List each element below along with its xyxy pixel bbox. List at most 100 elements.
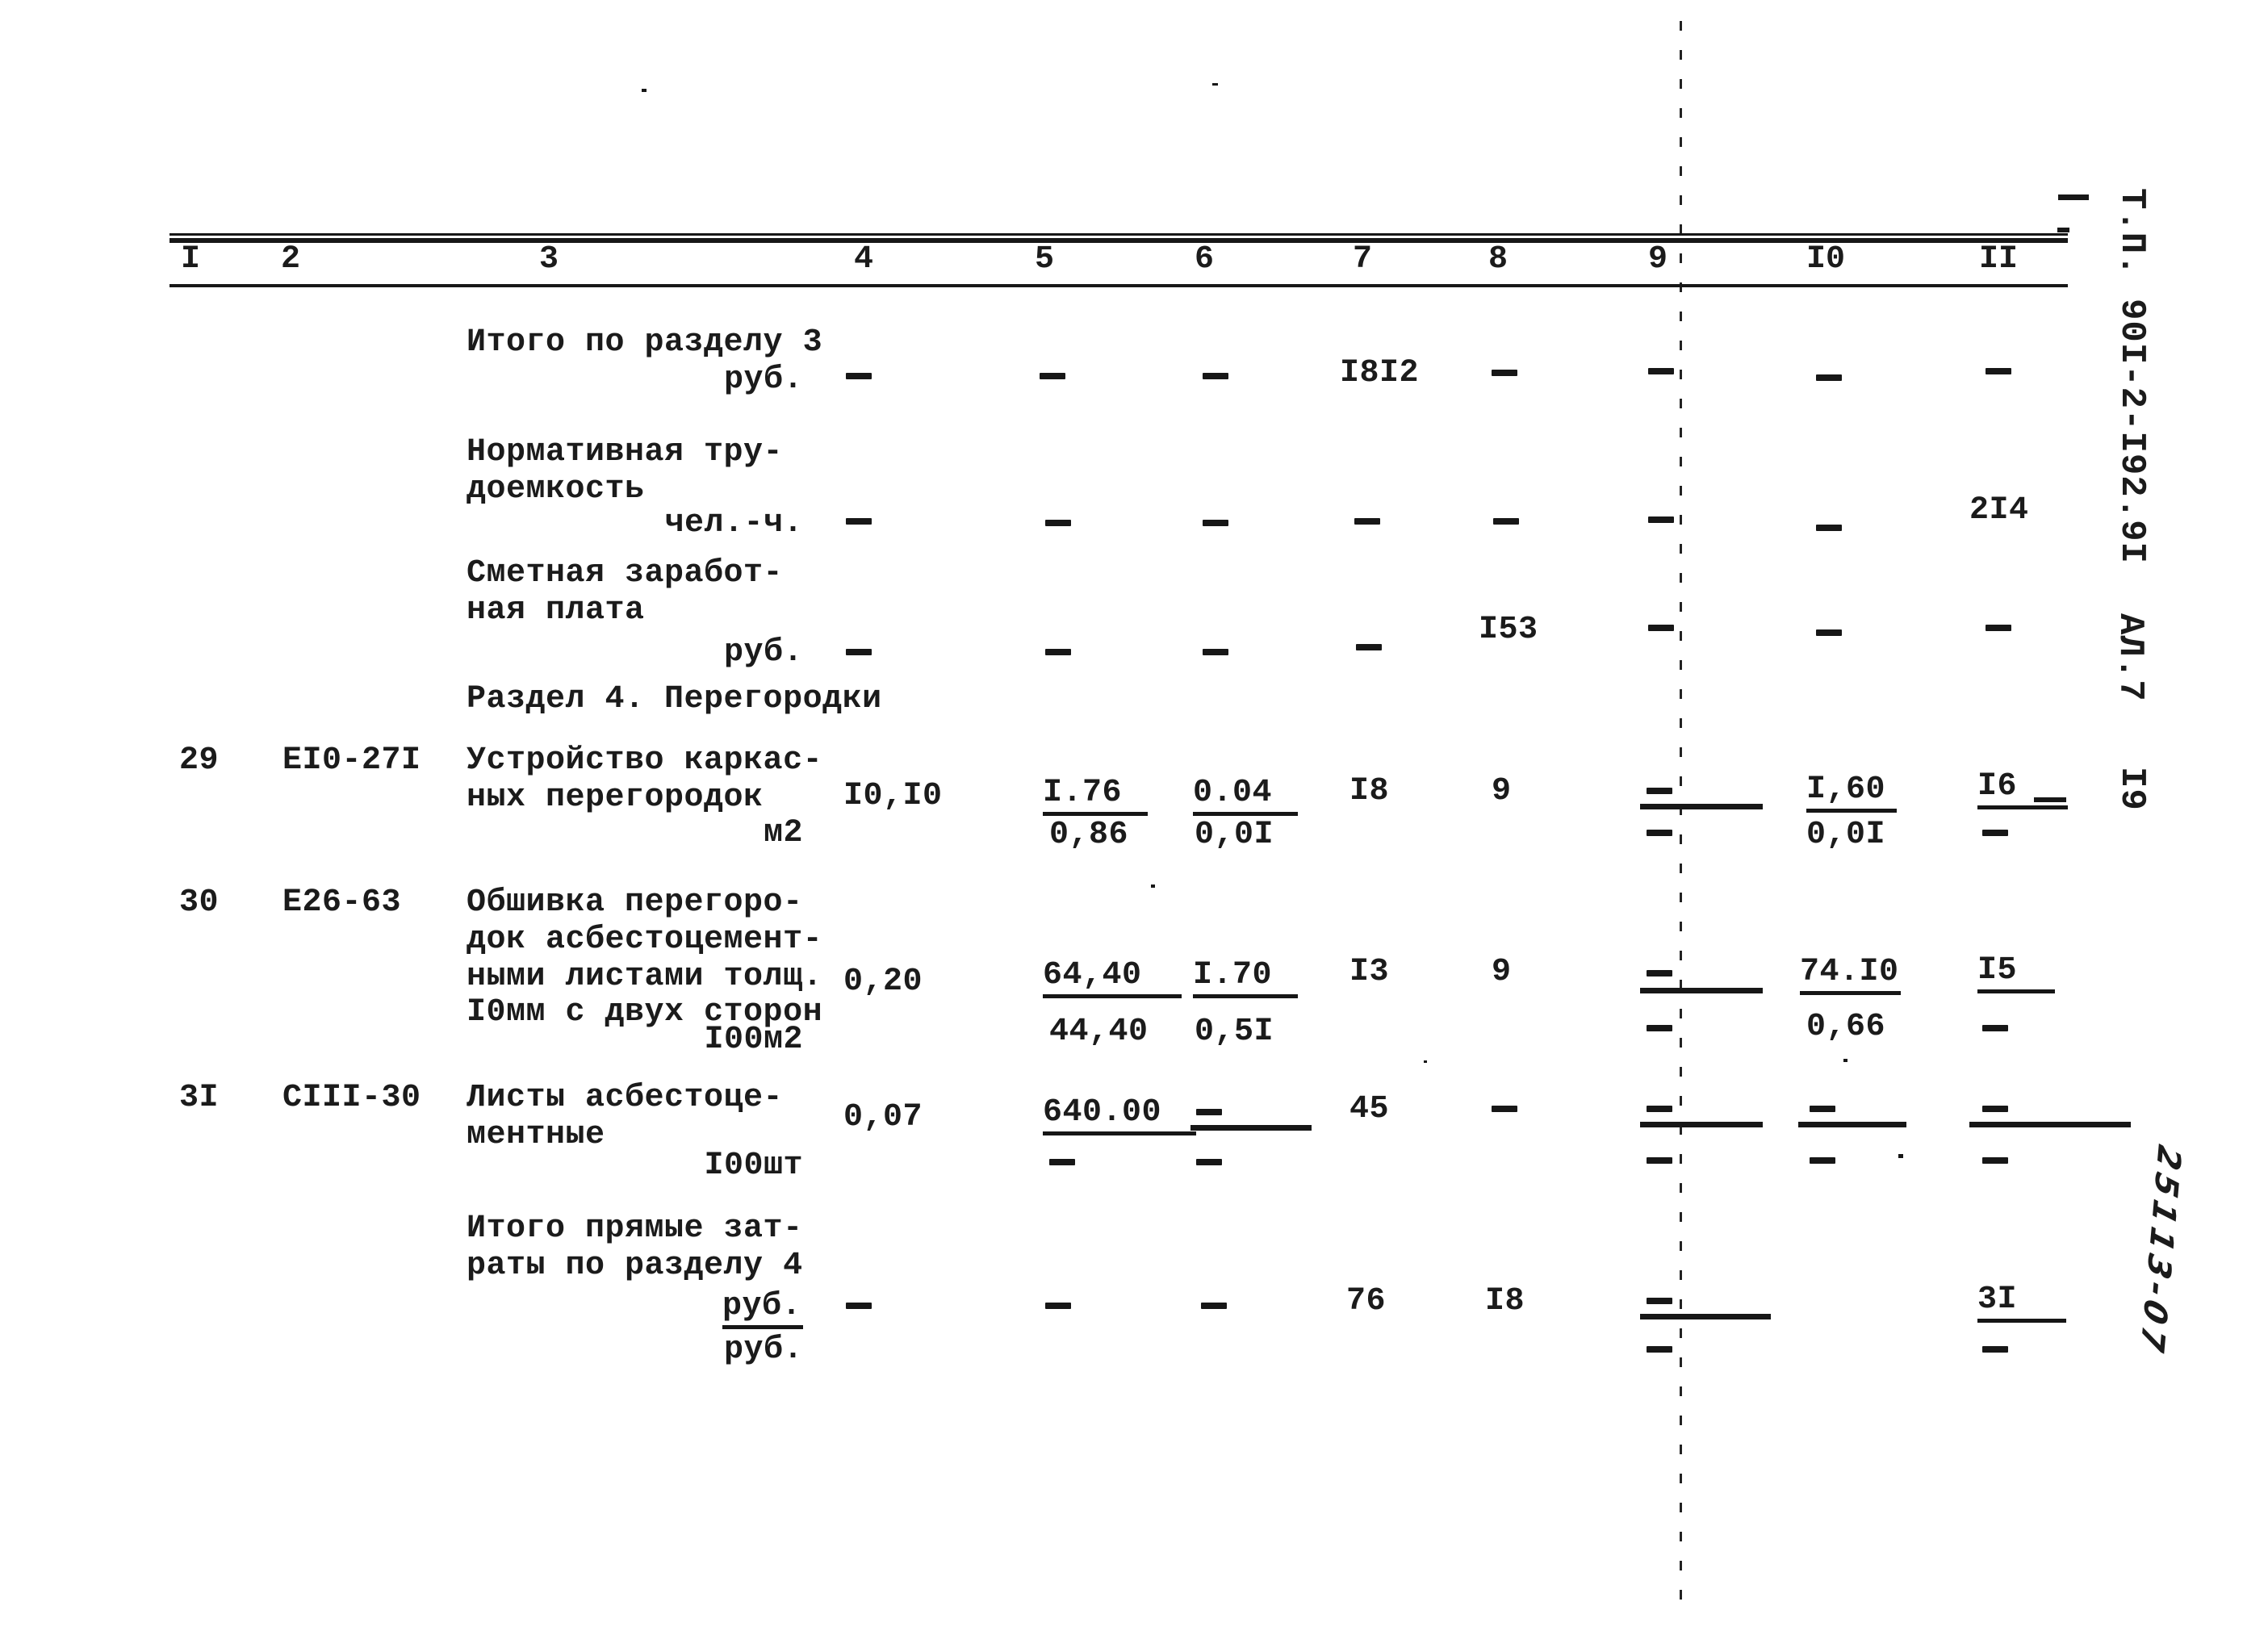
cell-rows-3-bottom-c6: 0,0I [1195,817,1274,853]
underlined-value: I,60 [1806,772,1897,813]
underlined-value: 0.04 [1193,775,1298,816]
cell-rows-4-top-c7: I3 [1350,954,1390,990]
cell-rows-5-bottom-c9 [1647,1157,1672,1164]
cell-rows-5-bottom-c5 [1049,1159,1075,1165]
cell-rows-4-unit: I00м2 [704,1022,803,1058]
cell-rows-4-desc-1: док асбестоцемент- [467,922,823,958]
cell-rows-4-bottom-c5: 44,40 [1049,1014,1149,1050]
cell-rows-4-top-c10: 74.I0 [1800,954,1901,995]
cell-rows-3-bottom-c5: 0,86 [1049,817,1129,853]
cell-rows-6-top-c4 [846,1303,872,1309]
cell-rows-6-bottom-c9 [1647,1346,1672,1353]
cell-rows-5-top-c7: 45 [1350,1091,1390,1127]
cell-rows-2-values-c5 [1045,649,1071,655]
sheet-vertical-label: АЛ.7 [2110,613,2150,702]
cell-underline [169,284,2068,287]
cell-rows-3-bottom-c10: 0,0I [1806,817,1886,853]
cell-rows-6-top-c8: I8 [1485,1283,1525,1319]
cell-rows-4-top-c4: 0,20 [843,964,923,1000]
cell-underline [169,233,2068,236]
cell-rows-3-bottom-c9 [1647,830,1672,836]
cell-rows-0-values-c4 [846,373,872,379]
cell-rows-2-values-c9 [1648,625,1674,631]
cell-rows-2-values-c4 [846,649,872,655]
cell-rows-6-labels-1: раты по разделу 4 [467,1248,803,1284]
cell-rows-0-values-c5 [1040,373,1065,379]
column-number-6: 6 [1195,241,1215,278]
cell-rows-5-bottom-c11 [1982,1157,2008,1164]
cell-rows-4-top-c9 [1647,970,1672,977]
scan-mark [1151,885,1155,888]
underlined-value: I.70 [1193,957,1298,998]
cell-rows-3-desc-0: Устройство каркас- [467,742,823,779]
cell-rows-5-bottom-c6 [1196,1159,1222,1165]
column-number-8: 8 [1488,241,1509,278]
cell-rows-4-top-c5: 64,40 [1043,957,1182,998]
scan-mark [642,89,647,92]
cell-rows-1-values-c4 [846,518,872,525]
cell-rows-4-desc-3: I0мм с двух сторон [467,994,823,1031]
cell-rows-1-values-c6 [1203,520,1228,526]
cell-rows-2-labels-1: ная плата [467,592,645,629]
doc-code-vertical-label: Т.П. 90I-2-I92.9I [2111,188,2152,564]
cell-rows-4-bottom-c9 [1647,1025,1672,1031]
cell-rows-6-unit: руб. [722,1288,803,1329]
cell-rows-1-unit: чел.-ч. [664,505,803,542]
underlined-value: руб. [722,1288,803,1329]
cell-rows-1-labels-1: доемкость [467,471,645,508]
cell-rows-4-bottom-c6: 0,5I [1195,1014,1274,1050]
cell-rows-2-values-c10 [1816,629,1842,636]
cell-rows-5-top-c8 [1492,1106,1517,1112]
cell-rows-1-values-c7 [1354,518,1380,525]
cell-rows-2-labels-0: Сметная заработ- [467,555,784,592]
cell-rows-5-desc-0: Листы асбестоце- [467,1080,784,1116]
cell-rows-5-top-c4: 0,07 [843,1099,923,1135]
cell-rows-6-top-c7: 76 [1346,1283,1387,1319]
cell-rows-3-code: ЕI0-27I [282,742,421,779]
underlined-value: I6 [1977,768,2068,809]
cell-underline [1969,1122,2131,1127]
page-number-vertical-label: I9 [2111,767,2152,811]
cell-rows-0-values-c10 [1816,374,1842,381]
scan-mark [2058,194,2089,200]
scan-mark [1843,1059,1847,1062]
cell-rows-3-desc-1: ных перегородок [467,780,764,816]
cell-rows-1-values-c8 [1493,518,1519,525]
cell-rows-5-top-c6 [1196,1109,1222,1115]
cell-rows-5-top-c11 [1982,1106,2008,1112]
handwritten-number: 25113-07 [2132,1140,2188,1361]
column-number-3: 3 [539,241,559,278]
scan-mark [2034,797,2066,802]
cell-rows-5-bottom-c10 [1810,1157,1835,1164]
scan-mark [1424,1060,1427,1063]
cell-rows-5-top-c10 [1810,1106,1835,1112]
horizontal-rule [169,238,2068,243]
column-number-5: 5 [1035,241,1055,278]
cell-rows-1-labels-0: Нормативная тру- [467,434,784,470]
underlined-value: 640.00 [1043,1094,1196,1135]
scan-mark [1212,83,1218,86]
cell-rows-6-top-c9 [1647,1298,1672,1304]
cell-rows-6-unit2: руб. [723,1332,803,1368]
cell-rows-3-top-c6: 0.04 [1193,775,1298,816]
cell-rows-1-values-c10 [1816,525,1842,531]
cell-underline [1640,1122,1763,1127]
cell-rows-1-values-c5 [1045,520,1071,526]
cell-rows-0-values-c7: I8I2 [1340,355,1420,391]
underlined-value: 3I [1977,1282,2066,1323]
column-number-I: I [181,241,201,278]
column-number-2: 2 [281,241,301,278]
cell-rows-4-desc-2: ными листами толщ. [467,959,823,995]
underlined-value: 64,40 [1043,957,1182,998]
cell-rows-4-code: Е26-63 [282,885,402,921]
underlined-value: I5 [1977,952,2055,993]
cell-rows-5-desc-1: ментные [467,1117,605,1153]
cell-underline [1190,1125,1312,1131]
cell-rows-3-top-c9 [1647,788,1672,794]
cell-underline [1640,988,1763,993]
column-number-I0: I0 [1806,241,1846,278]
cell-rows-0-values-c9 [1648,368,1674,374]
cell-rows-2-values-c6 [1203,649,1228,655]
cell-rows-3-bottom-c11 [1982,830,2008,836]
cell-rows-4-bottom-c10: 0,66 [1806,1009,1886,1045]
